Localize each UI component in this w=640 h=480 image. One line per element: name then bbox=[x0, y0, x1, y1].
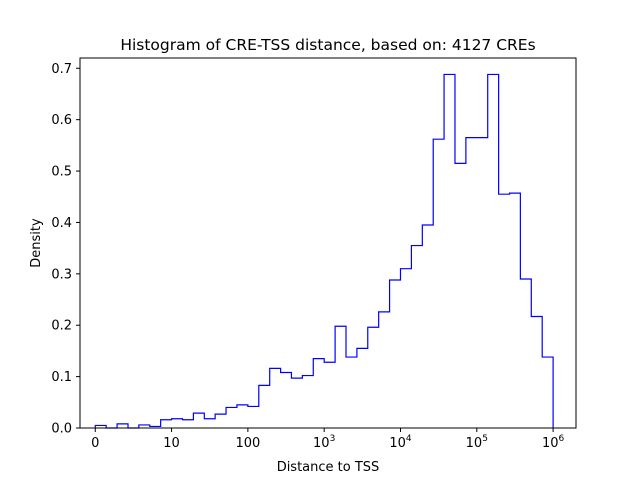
x-tick-label-exponent: 6 bbox=[559, 434, 565, 444]
x-tick-label-base: 0 bbox=[91, 436, 99, 451]
y-tick-label: 0.3 bbox=[51, 267, 72, 282]
y-tick-label: 0.7 bbox=[51, 62, 72, 77]
x-tick-label-exponent: 4 bbox=[406, 434, 412, 444]
x-axis: 0 10 100 103 104 105 106 bbox=[91, 428, 565, 451]
x-tick-label: 100 bbox=[235, 436, 260, 451]
x-tick-label: 10 bbox=[163, 436, 180, 451]
y-tick-label: 0.2 bbox=[51, 319, 72, 334]
x-tick-label-base: 10 bbox=[163, 436, 180, 451]
y-axis-label: Density bbox=[29, 218, 44, 268]
y-tick-label: 0.6 bbox=[51, 113, 72, 128]
x-tick-label-exponent: 3 bbox=[330, 434, 336, 444]
x-tick-label: 103 bbox=[313, 434, 335, 451]
x-tick-label: 105 bbox=[466, 434, 488, 451]
x-tick-label-base: 100 bbox=[235, 436, 260, 451]
x-tick-label: 104 bbox=[389, 434, 412, 451]
x-tick-label-base: 10 bbox=[466, 436, 483, 451]
x-tick-label-base: 10 bbox=[313, 436, 330, 451]
x-tick-label-base: 10 bbox=[389, 436, 406, 451]
y-axis: 0.0 0.1 0.2 0.3 0.4 0.5 0.6 0.7 bbox=[51, 62, 80, 437]
x-tick-label: 0 bbox=[91, 436, 99, 451]
y-tick-label: 0.5 bbox=[51, 165, 72, 180]
x-tick-label: 106 bbox=[542, 434, 565, 451]
y-tick-label: 0.0 bbox=[51, 422, 72, 437]
x-tick-label-base: 10 bbox=[542, 436, 559, 451]
axes-frame bbox=[79, 57, 577, 429]
histogram-step-line bbox=[94, 73, 554, 429]
x-tick-label-exponent: 5 bbox=[482, 434, 488, 444]
y-tick-label: 0.1 bbox=[51, 370, 72, 385]
chart-title: Histogram of CRE-TSS distance, based on:… bbox=[120, 36, 535, 54]
y-tick-label: 0.4 bbox=[51, 216, 72, 231]
x-axis-label: Distance to TSS bbox=[277, 460, 380, 475]
plot-area bbox=[94, 73, 554, 429]
